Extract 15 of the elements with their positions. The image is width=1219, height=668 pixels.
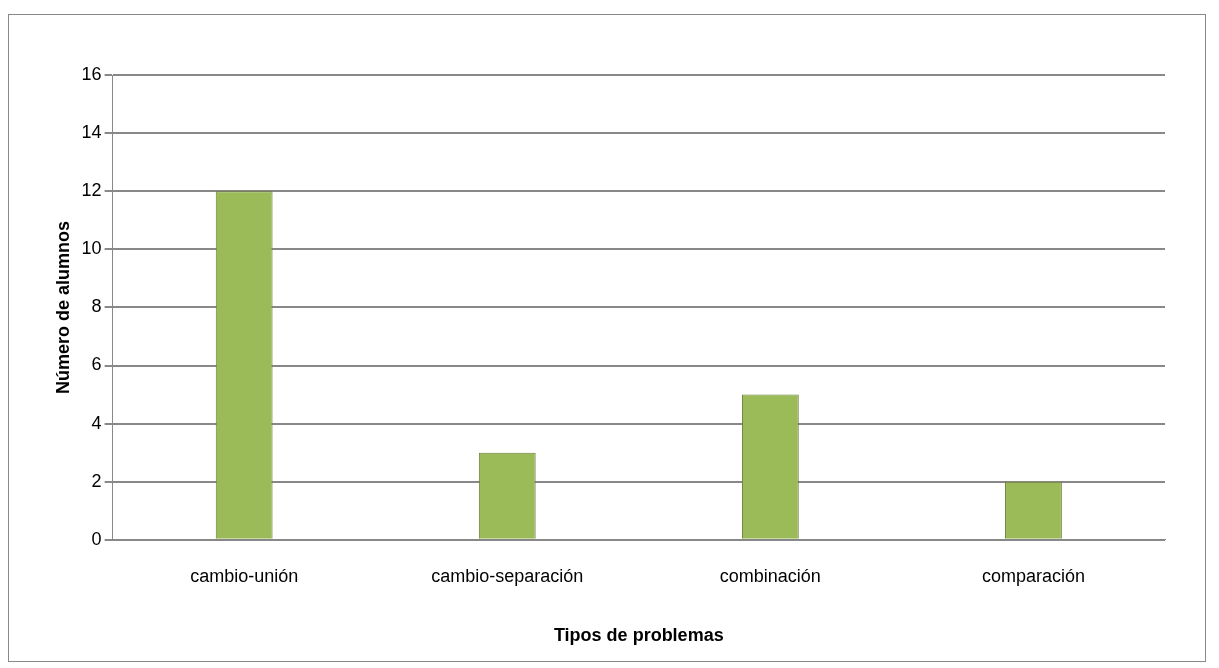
x-tick-label: combinación [719, 565, 821, 586]
y-tick-label: 10 [81, 238, 102, 259]
y-tick-label: 6 [91, 354, 102, 375]
y-tick-label: 14 [81, 122, 102, 143]
x-tick-label: cambio-separación [431, 565, 584, 586]
y-tick-label: 0 [91, 528, 102, 549]
y-tick-label: 16 [81, 63, 102, 84]
y-tick-label: 2 [91, 470, 102, 491]
y-axis-title: Número de alumnos [52, 220, 73, 394]
x-tick-label: comparación [981, 565, 1085, 586]
y-tick-label: 12 [81, 180, 102, 201]
y-tick-label: 8 [91, 296, 102, 317]
x-tick-label: cambio-unión [190, 565, 299, 586]
y-tick-label: 4 [91, 412, 102, 433]
x-axis-title: Tipos de problemas [553, 625, 724, 646]
